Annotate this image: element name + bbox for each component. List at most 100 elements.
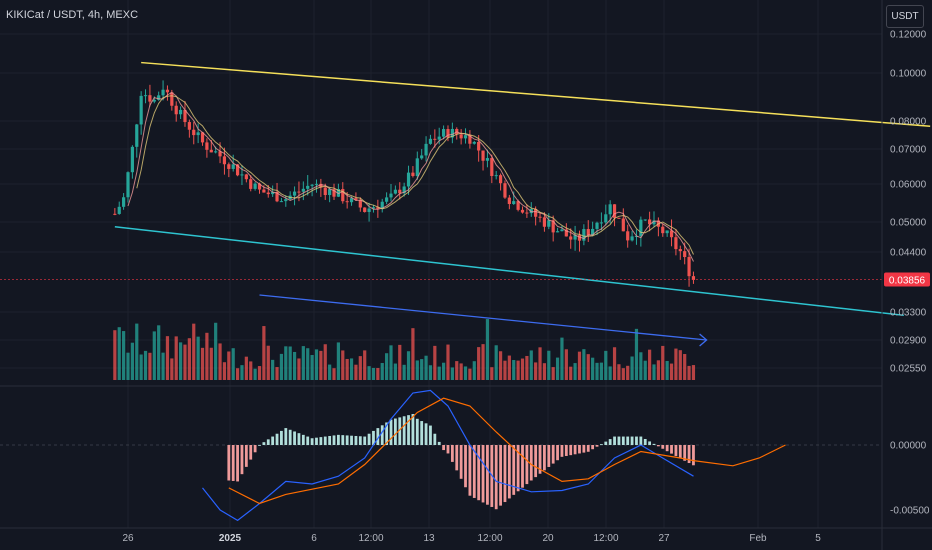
volume-bar — [507, 355, 511, 380]
volume-bar — [214, 322, 218, 380]
candle-body — [643, 219, 647, 221]
volume-bar — [200, 347, 205, 380]
macd-histogram-bar — [459, 445, 463, 479]
volume-bar — [371, 367, 376, 380]
macd-histogram-bar — [529, 445, 533, 481]
macd-axis[interactable]: 0.00000 -0.00500 — [890, 441, 930, 517]
candle-body — [257, 183, 262, 190]
candle-body — [463, 135, 468, 139]
candle-body — [393, 189, 397, 194]
candle-body — [621, 218, 625, 232]
price-tick-label: 0.12000 — [890, 30, 927, 41]
candle-body — [174, 105, 178, 115]
volume-bar — [569, 366, 573, 380]
candle-body — [389, 193, 393, 198]
volume-bar — [179, 342, 183, 380]
macd-histogram-bar — [446, 445, 450, 454]
price-candles — [113, 80, 696, 287]
candle-body — [371, 207, 376, 209]
volume-bar — [591, 357, 595, 380]
volume-bar — [244, 356, 248, 380]
volume-bar — [235, 368, 240, 380]
chart-grid — [0, 0, 882, 528]
candle-body — [297, 191, 301, 193]
time-tick-label: 12:00 — [477, 533, 502, 544]
candle-body — [442, 129, 446, 137]
price-axis[interactable]: 0.12000 0.10000 0.08000 0.07000 0.06000 0.050… — [890, 30, 927, 375]
volume-bar — [560, 337, 564, 380]
volume-bar — [354, 364, 358, 380]
volume-bar — [551, 367, 555, 380]
candle-body — [498, 175, 503, 184]
candle-body — [428, 138, 433, 144]
macd-histogram-bar — [323, 436, 327, 445]
candle-body — [582, 229, 586, 241]
candle-body — [235, 164, 240, 176]
arrow-shaft — [259, 294, 707, 341]
volume-bar — [490, 367, 494, 380]
macd-histogram-bar — [393, 418, 397, 445]
volume-bar — [349, 358, 354, 380]
macd-histogram-bar — [328, 435, 332, 445]
macd-histogram-bar — [656, 445, 660, 447]
candle-body — [490, 158, 494, 176]
macd-histogram-bar — [280, 430, 283, 445]
candle-body — [573, 235, 577, 240]
macd-histogram-bar — [569, 445, 573, 456]
volume-bar — [512, 360, 516, 380]
volume-bar — [516, 360, 520, 380]
macd-histogram-bar — [608, 439, 612, 445]
volume-bar — [183, 344, 187, 380]
candle-body — [648, 219, 652, 225]
candle-body — [468, 135, 472, 144]
volume-bar — [196, 336, 200, 380]
macd-histogram-bar — [227, 445, 231, 481]
upper-trendline[interactable] — [141, 61, 931, 128]
candle-body — [626, 231, 630, 241]
candle-body — [420, 155, 424, 159]
volume-bar — [525, 355, 529, 380]
volume-bar — [367, 366, 371, 380]
candle-body — [157, 95, 161, 100]
volume-bar — [604, 350, 608, 380]
macd-histogram-bar — [521, 445, 524, 488]
macd-histogram-bar — [648, 441, 652, 445]
candle-body — [196, 132, 200, 136]
volume-bar — [332, 368, 336, 380]
volume-trend-arrow[interactable] — [259, 294, 708, 347]
candle-body — [398, 189, 402, 194]
time-axis[interactable]: 26 2025 6 12:00 13 12:00 20 12:00 27 Feb 5 — [122, 533, 821, 544]
volume-bar — [595, 362, 599, 380]
macd-histogram-bar — [315, 437, 318, 445]
price-tick-label: 0.03300 — [890, 308, 927, 319]
time-tick-label: 12:00 — [358, 533, 383, 544]
volume-bar — [630, 356, 634, 380]
volume-bars — [113, 319, 696, 380]
volume-bar — [240, 365, 244, 380]
macd-histogram-bar — [420, 421, 424, 445]
macd-histogram-bar — [429, 425, 432, 445]
macd-histogram-bar — [512, 445, 516, 495]
volume-bar — [582, 349, 586, 380]
macd-histogram-bar — [293, 431, 296, 445]
time-tick-label: 12:00 — [593, 533, 618, 544]
currency-button[interactable]: USDT — [886, 5, 924, 28]
candle-body — [126, 172, 130, 198]
volume-bar — [376, 368, 380, 380]
macd-histogram-bar — [600, 444, 603, 445]
volume-bar — [661, 345, 665, 380]
macd-histogram-bar — [591, 445, 595, 450]
macd-histogram-bar — [543, 445, 546, 471]
candle-body — [604, 214, 608, 223]
lower-trendline[interactable] — [114, 225, 904, 317]
volume-bar — [455, 361, 459, 380]
candle-body — [459, 134, 463, 139]
macd-tick-label: 0.00000 — [890, 441, 927, 452]
volume-bar — [209, 347, 213, 380]
volume-bar — [503, 360, 507, 380]
volume-bar — [231, 348, 235, 380]
volume-bar — [310, 355, 314, 380]
candle-body — [520, 209, 525, 213]
volume-bar — [468, 368, 472, 380]
